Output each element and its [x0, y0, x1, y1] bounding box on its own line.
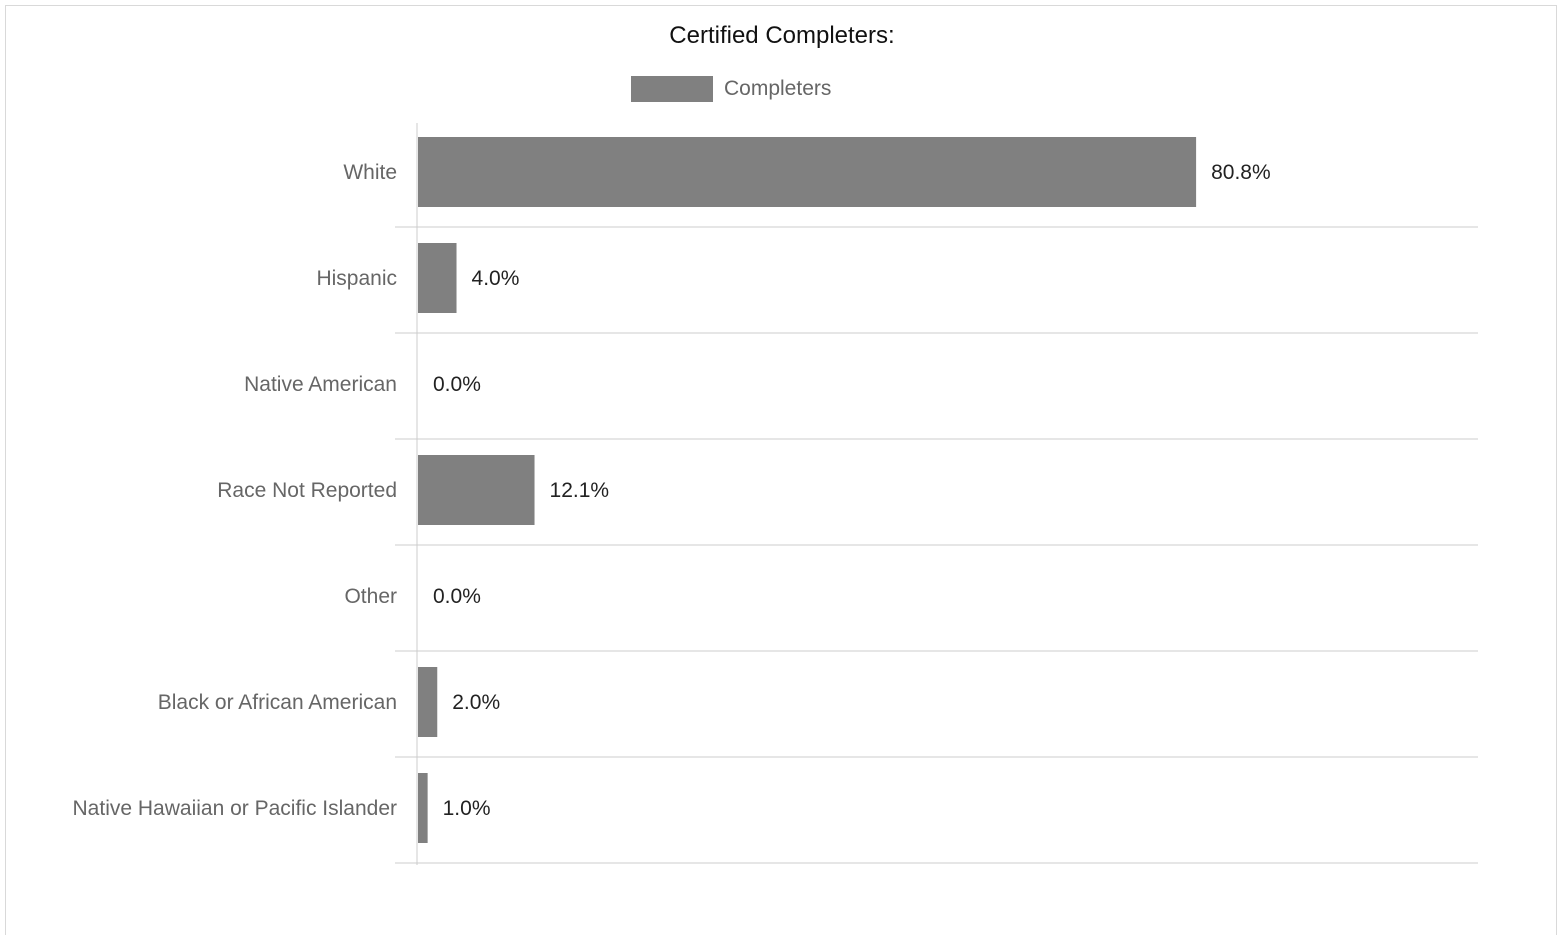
bar [418, 243, 457, 313]
data-label: 0.0% [433, 585, 481, 608]
category-label: Native American [244, 373, 397, 396]
category-label: Race Not Reported [217, 479, 397, 502]
bar [418, 773, 428, 843]
category-label: White [343, 161, 397, 184]
data-label: 80.8% [1211, 161, 1271, 184]
category-label: Hispanic [316, 267, 397, 290]
chart-title: Certified Completers: [669, 22, 895, 49]
data-label: 1.0% [443, 797, 491, 820]
legend-swatch [631, 76, 713, 102]
data-label: 0.0% [433, 373, 481, 396]
plot-area: White 80.8% Hispanic 4.0% Native American 0.0… [73, 123, 1478, 865]
data-label: 4.0% [472, 267, 520, 290]
category-label: Native Hawaiian or Pacific Islander [73, 797, 397, 820]
legend-label: Completers [724, 77, 831, 100]
bar [418, 137, 1197, 207]
category-label: Other [344, 585, 397, 608]
legend: Completers [631, 76, 831, 102]
bar [418, 667, 438, 737]
data-label: 12.1% [550, 479, 610, 502]
data-label: 2.0% [452, 691, 500, 714]
bar [418, 455, 535, 525]
category-label: Black or African American [158, 691, 397, 714]
